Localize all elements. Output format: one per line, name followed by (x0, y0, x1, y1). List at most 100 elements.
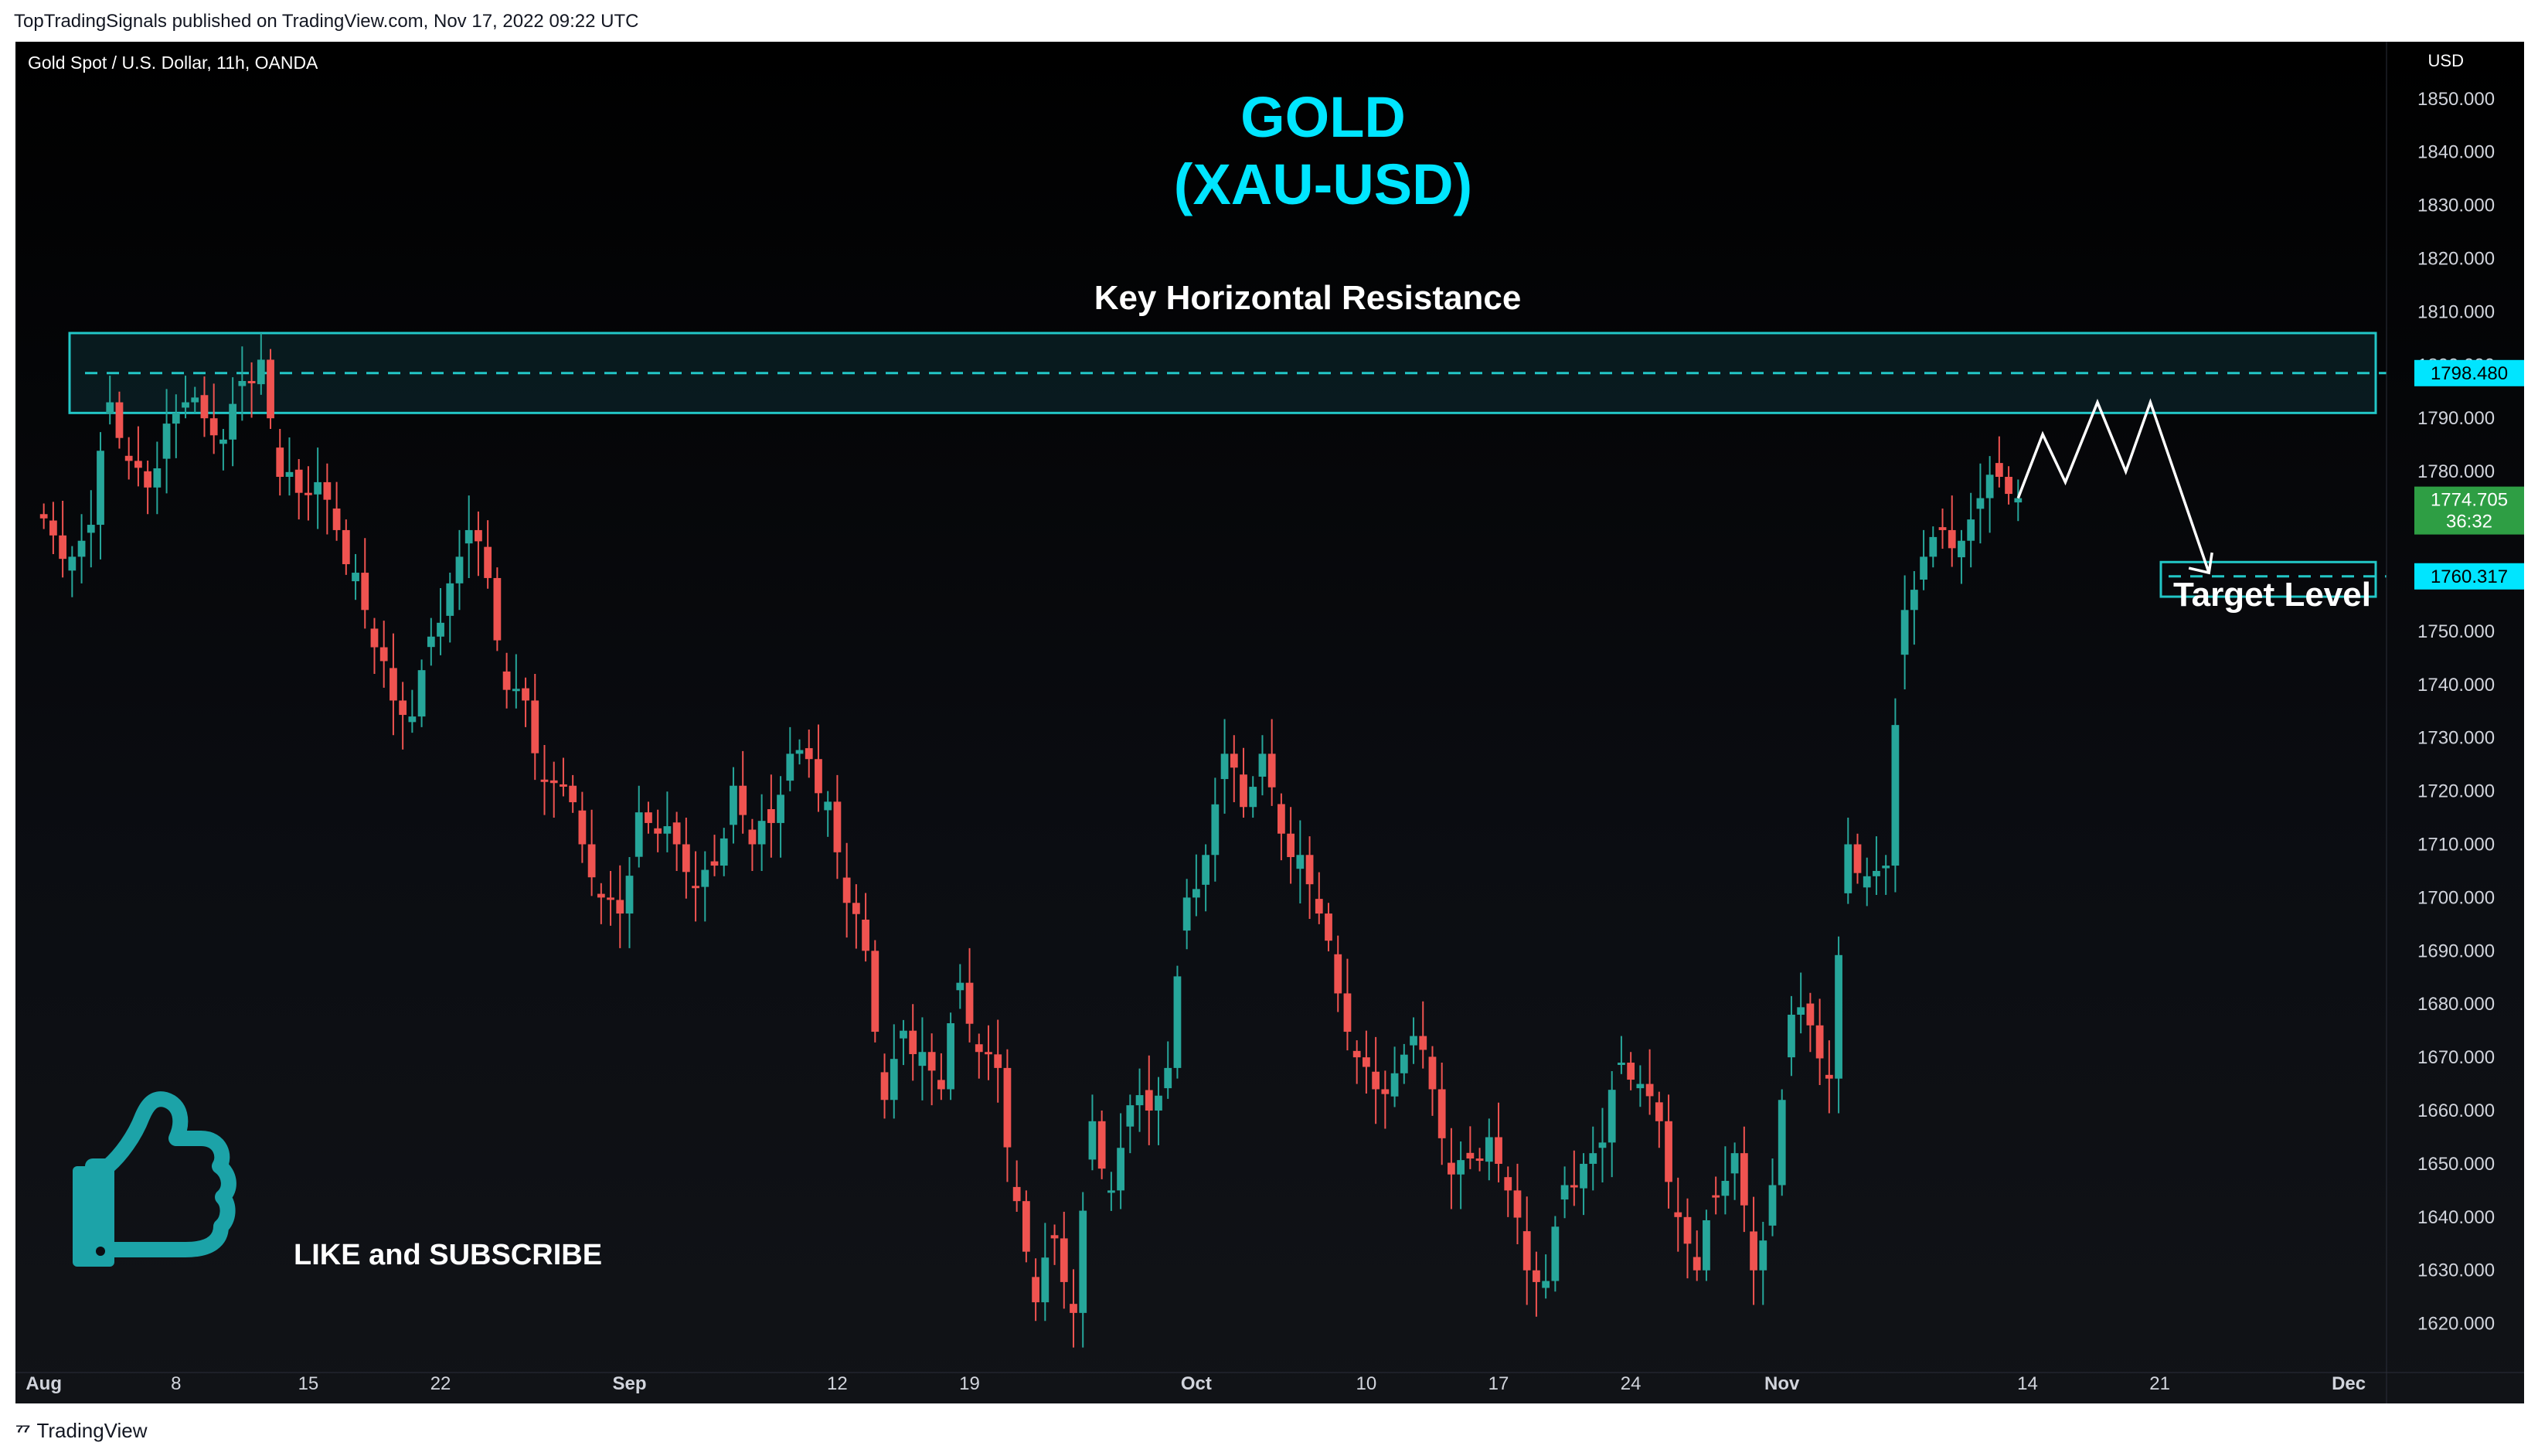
candle-body (927, 1052, 936, 1071)
candle-body (587, 844, 596, 878)
candle-body (1107, 1190, 1115, 1193)
candle (1182, 879, 1191, 950)
candle (1485, 1118, 1493, 1181)
candle-body (918, 1052, 927, 1066)
candle-body (134, 461, 142, 468)
candle-body (833, 801, 842, 852)
candle (682, 818, 690, 899)
candle (1164, 1041, 1172, 1099)
candle-body (68, 556, 77, 571)
candle-body (77, 540, 86, 557)
footer-brand[interactable]: ⁷⁷ TradingView (15, 1419, 148, 1443)
candle-body (805, 748, 813, 760)
candle-body (59, 535, 67, 560)
candle-body (455, 556, 464, 583)
time-tick-label: 14 (2017, 1373, 2038, 1394)
chart-panel[interactable]: 1850.000 1840.000 1830.000 1820.000 1810.000… (15, 42, 2524, 1403)
candle-body (767, 809, 775, 823)
price-tick-label: 1690.000 (2417, 941, 2495, 961)
candle-body (672, 822, 681, 845)
candle (1070, 1269, 1077, 1348)
candle-body (965, 982, 974, 1024)
candle (1627, 1052, 1635, 1090)
candle-body (484, 546, 492, 578)
candle-body (87, 525, 95, 533)
candle-body (512, 689, 520, 692)
candle-body (1750, 1231, 1757, 1271)
candle (238, 346, 247, 421)
time-tick-label: 17 (1488, 1373, 1509, 1394)
candle (1740, 1126, 1748, 1233)
candle-body (1220, 754, 1229, 780)
candle-body (257, 359, 265, 385)
candle (975, 1033, 983, 1079)
candle-body (1542, 1281, 1550, 1288)
candle-body (370, 628, 379, 648)
candle-body (1400, 1054, 1408, 1073)
candle (390, 633, 397, 736)
price-tick-label: 1730.000 (2417, 728, 2495, 749)
candle-body (1088, 1121, 1097, 1160)
price-tick-label: 1840.000 (2417, 142, 2495, 163)
candle (654, 809, 662, 852)
candles-layer (39, 332, 2023, 1348)
candle-body (1070, 1304, 1077, 1313)
candle (276, 429, 284, 496)
candle (49, 502, 57, 554)
candle-body (1797, 1007, 1805, 1015)
candle (417, 659, 426, 727)
candle-body (880, 1072, 889, 1101)
candle (115, 391, 124, 449)
candle (739, 750, 747, 834)
current-price-tag-text: 1774.705 (2431, 490, 2508, 511)
candle (1712, 1176, 1720, 1215)
candle (39, 503, 48, 529)
candle-body (238, 380, 247, 386)
resistance-price-tag-bg (2414, 359, 2524, 386)
axes-layer: 1850.000 1840.000 1830.000 1820.000 1810.000… (15, 42, 2524, 1403)
candle-body (616, 900, 624, 914)
candle-body (1079, 1210, 1087, 1313)
publisher-line: TopTradingSignals published on TradingVi… (14, 11, 639, 32)
candle (247, 362, 256, 418)
candle (1618, 1036, 1625, 1074)
candle (352, 553, 359, 600)
candle (965, 947, 974, 1043)
candle (1504, 1166, 1512, 1217)
candle (267, 349, 274, 430)
candle (1542, 1254, 1550, 1299)
candle-body (162, 424, 171, 459)
candle (1145, 1055, 1153, 1145)
candle (1220, 719, 1229, 814)
candle (134, 426, 142, 487)
candle-body (1683, 1216, 1692, 1244)
candle-body (1050, 1235, 1059, 1239)
candle (68, 546, 77, 597)
candle (1815, 998, 1824, 1085)
resistance-price-tag: 1798.480 (2414, 359, 2524, 386)
candle (1655, 1091, 1663, 1148)
candle-body (1693, 1257, 1701, 1271)
price-tick-label: 1850.000 (2417, 89, 2495, 110)
candlestick-chart[interactable]: 1850.000 1840.000 1830.000 1820.000 1810.000… (15, 42, 2524, 1403)
candle (937, 1053, 945, 1101)
candle (1750, 1196, 1757, 1305)
candle (985, 1025, 992, 1080)
candle-body (1437, 1089, 1446, 1138)
candle (634, 785, 643, 868)
candle-body (777, 794, 784, 823)
candle-body (1533, 1270, 1540, 1282)
price-tick-label: 1810.000 (2417, 301, 2495, 322)
candle (502, 652, 511, 709)
candle (1343, 958, 1352, 1051)
time-tick-label: 19 (959, 1373, 980, 1394)
candle-body (437, 622, 444, 637)
candle-body (569, 785, 577, 803)
candle-body (200, 395, 209, 419)
candle-body (1117, 1148, 1124, 1191)
candle-body (209, 418, 218, 436)
candle-body (1155, 1095, 1162, 1111)
candle (342, 519, 350, 575)
candle (1240, 747, 1247, 818)
candle-body (1343, 993, 1352, 1032)
